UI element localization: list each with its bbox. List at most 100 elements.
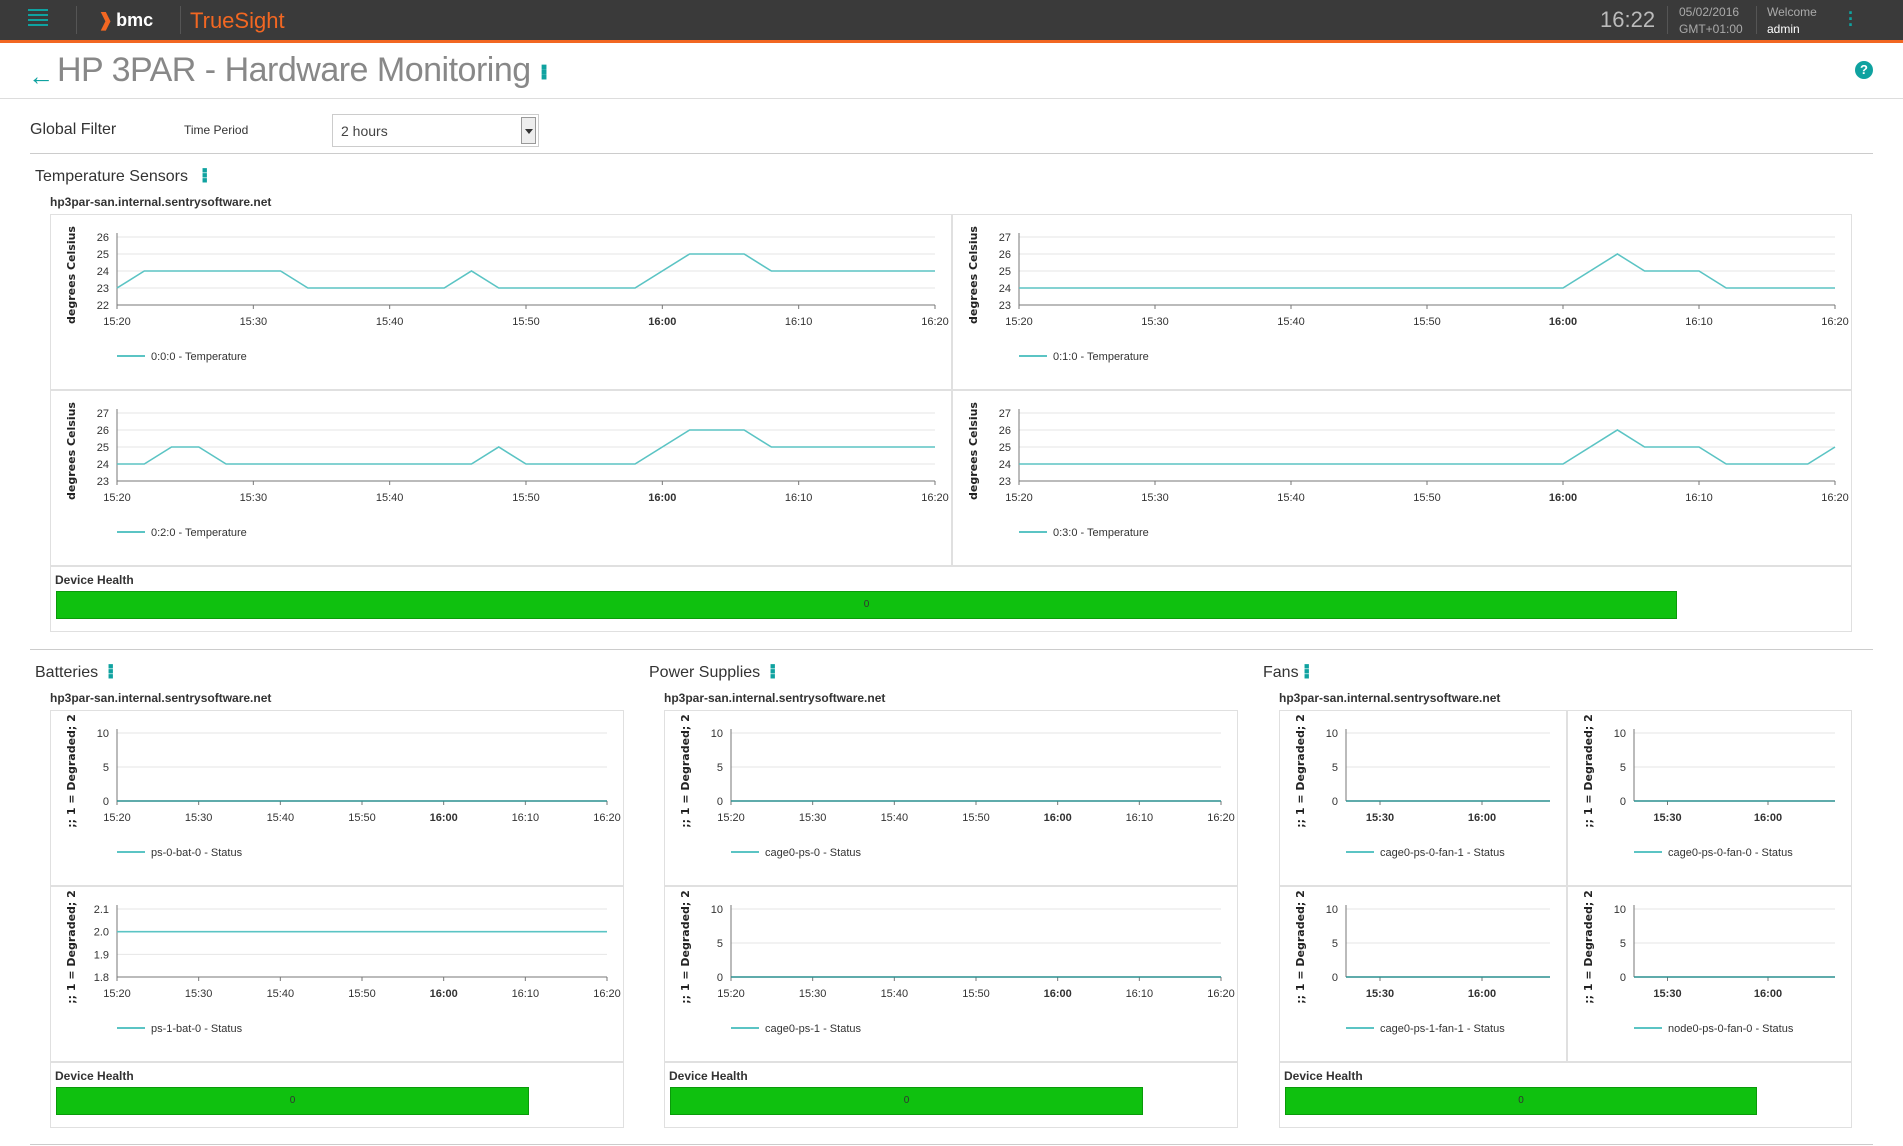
- chart-panel-cage0-ps-0-fan-0: 0 5 10 15:30 16:00 ;; 1 = Degraded; 2 cage0-ps…: [1567, 710, 1852, 886]
- fans-hostname: hp3par-san.internal.sentrysoftware.net: [1279, 691, 1501, 705]
- y-tick-label: 0: [1332, 972, 1338, 984]
- power-supplies-kebab-icon[interactable]: ■ ■ ■: [770, 661, 776, 681]
- help-icon[interactable]: ?: [1855, 61, 1873, 79]
- y-tick-label: 24: [999, 459, 1011, 471]
- hamburger-menu-icon[interactable]: [28, 9, 48, 29]
- y-tick-label: 24: [999, 283, 1011, 295]
- x-tick-label: 16:10: [512, 812, 540, 824]
- chart-svg: 0 5 10 15:20 15:30 15:40 15:50 16:00 16:10 16:20;…: [65, 714, 621, 859]
- chart-panel-temp-0-2-0: 23 24 25 26 27 15:20 15:30 15:40 15:50 16:00 16:10…: [50, 390, 952, 566]
- y-tick-label: 26: [999, 425, 1011, 437]
- x-tick-label: 15:40: [267, 988, 295, 1000]
- y-axis-label: degrees Celsius: [65, 226, 78, 324]
- x-tick-label: 16:00: [1468, 988, 1496, 1000]
- y-axis-label: ;; 1 = Degraded; 2: [65, 714, 78, 828]
- series-line: [1019, 253, 1835, 289]
- legend-label: 0:2:0 - Temperature: [151, 527, 247, 539]
- x-tick-label: 16:00: [1044, 812, 1072, 824]
- fans-kebab-icon[interactable]: ■ ■ ■: [1304, 661, 1310, 681]
- x-tick-label: 15:30: [1141, 492, 1169, 504]
- x-tick-label: 16:10: [1685, 492, 1713, 504]
- title-kebab-icon[interactable]: ■ ■ ■: [541, 62, 548, 83]
- chart-panel-ps-1-bat-0: 1.8 1.9 2.0 2.1 15:20 15:30 15:40 15:50 16:00 16:…: [50, 886, 624, 1062]
- x-tick-label: 16:00: [648, 492, 676, 504]
- y-tick-label: 0: [717, 796, 723, 808]
- y-tick-label: 5: [1620, 762, 1626, 774]
- y-tick-label: 26: [999, 249, 1011, 261]
- x-tick-label: 15:50: [1413, 316, 1441, 328]
- user-menu[interactable]: Welcome admin: [1767, 4, 1817, 38]
- y-tick-label: 0: [1620, 796, 1626, 808]
- x-tick-label: 15:30: [799, 812, 827, 824]
- x-tick-label: 15:30: [1653, 812, 1681, 824]
- x-tick-label: 15:50: [512, 492, 540, 504]
- legend-label: 0:3:0 - Temperature: [1053, 527, 1149, 539]
- y-tick-label: 0: [103, 796, 109, 808]
- time-period-select[interactable]: 2 hours: [332, 114, 539, 147]
- x-tick-label: 16:00: [648, 316, 676, 328]
- y-tick-label: 1.8: [94, 972, 109, 984]
- x-tick-label: 15:40: [376, 492, 404, 504]
- x-tick-label: 15:20: [717, 988, 745, 1000]
- device-health-label: Device Health: [55, 573, 134, 587]
- health-value: 0: [863, 599, 870, 610]
- y-axis-label: degrees Celsius: [65, 402, 78, 500]
- x-tick-label: 16:00: [1468, 812, 1496, 824]
- x-tick-label: 16:20: [593, 988, 621, 1000]
- bmc-logo-text: bmc: [116, 10, 154, 30]
- legend-label: 0:1:0 - Temperature: [1053, 351, 1149, 363]
- y-tick-label: 25: [999, 442, 1011, 454]
- device-health-label: Device Health: [1284, 1069, 1363, 1083]
- x-tick-label: 16:20: [593, 812, 621, 824]
- global-filter-label: Global Filter: [30, 121, 117, 138]
- series-line: [1019, 429, 1836, 465]
- fans-device-health: Device Health 0: [1279, 1062, 1852, 1128]
- back-arrow-icon[interactable]: ←: [28, 61, 54, 91]
- header-separator: [1667, 6, 1668, 34]
- header-kebab-icon[interactable]: · · ·: [1848, 3, 1854, 35]
- legend-label: cage0-ps-0-fan-1 - Status: [1380, 847, 1505, 859]
- x-tick-label: 16:20: [1207, 988, 1235, 1000]
- chart-svg: 0 5 10 15:30 16:00 ;; 1 = Degraded; 2 cage0-ps…: [1294, 714, 1550, 859]
- y-tick-label: 10: [711, 904, 723, 916]
- y-tick-label: 10: [1614, 728, 1626, 740]
- divider: [30, 153, 1873, 154]
- health-bar: 0: [1285, 1087, 1757, 1115]
- x-tick-label: 16:00: [1754, 812, 1782, 824]
- legend-label: cage0-ps-0 - Status: [765, 847, 861, 859]
- y-tick-label: 23: [97, 476, 109, 488]
- x-tick-label: 15:20: [103, 988, 131, 1000]
- y-tick-label: 22: [97, 300, 109, 312]
- chart-panel-temp-0-3-0: 23 24 25 26 27 15:20 15:30 15:40 15:50 16:00 16:10…: [952, 390, 1852, 566]
- x-tick-label: 15:50: [1413, 492, 1441, 504]
- welcome-text: Welcome: [1767, 5, 1817, 19]
- header-separator: [76, 6, 77, 34]
- y-tick-label: 10: [1326, 728, 1338, 740]
- batteries-hostname: hp3par-san.internal.sentrysoftware.net: [50, 691, 272, 705]
- x-tick-label: 15:50: [512, 316, 540, 328]
- y-axis-label: ;; 1 = Degraded; 2: [65, 890, 78, 1004]
- top-bar: ❱ bmc TrueSight 16:22 05/02/2016 GMT+01:0…: [0, 0, 1903, 40]
- health-value: 0: [289, 1095, 296, 1106]
- batteries-kebab-icon[interactable]: ■ ■ ■: [108, 661, 114, 681]
- date-text: 05/02/2016: [1679, 5, 1740, 19]
- y-axis-label: ;; 1 = Degraded; 2: [1582, 714, 1595, 828]
- temperature-kebab-icon[interactable]: ■ ■ ■: [202, 165, 208, 185]
- y-tick-label: 27: [999, 408, 1011, 420]
- x-tick-label: 15:40: [881, 812, 909, 824]
- legend-label: cage0-ps-1 - Status: [765, 1023, 861, 1035]
- x-tick-label: 15:30: [1366, 988, 1394, 1000]
- chart-svg: 0 5 10 15:30 16:00 ;; 1 = Degraded; 2 node0-ps…: [1582, 890, 1835, 1035]
- y-tick-label: 5: [717, 762, 723, 774]
- x-tick-label: 15:50: [962, 812, 990, 824]
- x-tick-label: 15:50: [348, 812, 376, 824]
- chart-svg: 22 23 24 25 26 15:20 15:30 15:40 15:50 16:00 16:10…: [65, 226, 949, 363]
- dropdown-arrow-icon[interactable]: [521, 117, 536, 144]
- y-axis-label: ;; 1 = Degraded; 2: [1294, 714, 1307, 828]
- chart-svg: 0 5 10 15:20 15:30 15:40 15:50 16:00 16:10 16:20;…: [679, 890, 1235, 1035]
- divider: [30, 649, 1873, 650]
- temperature-hostname: hp3par-san.internal.sentrysoftware.net: [50, 195, 272, 209]
- y-tick-label: 23: [999, 300, 1011, 312]
- page-title-row: ← HP 3PAR - Hardware Monitoring ■ ■ ■ ?: [0, 43, 1903, 99]
- x-tick-label: 16:10: [1685, 316, 1713, 328]
